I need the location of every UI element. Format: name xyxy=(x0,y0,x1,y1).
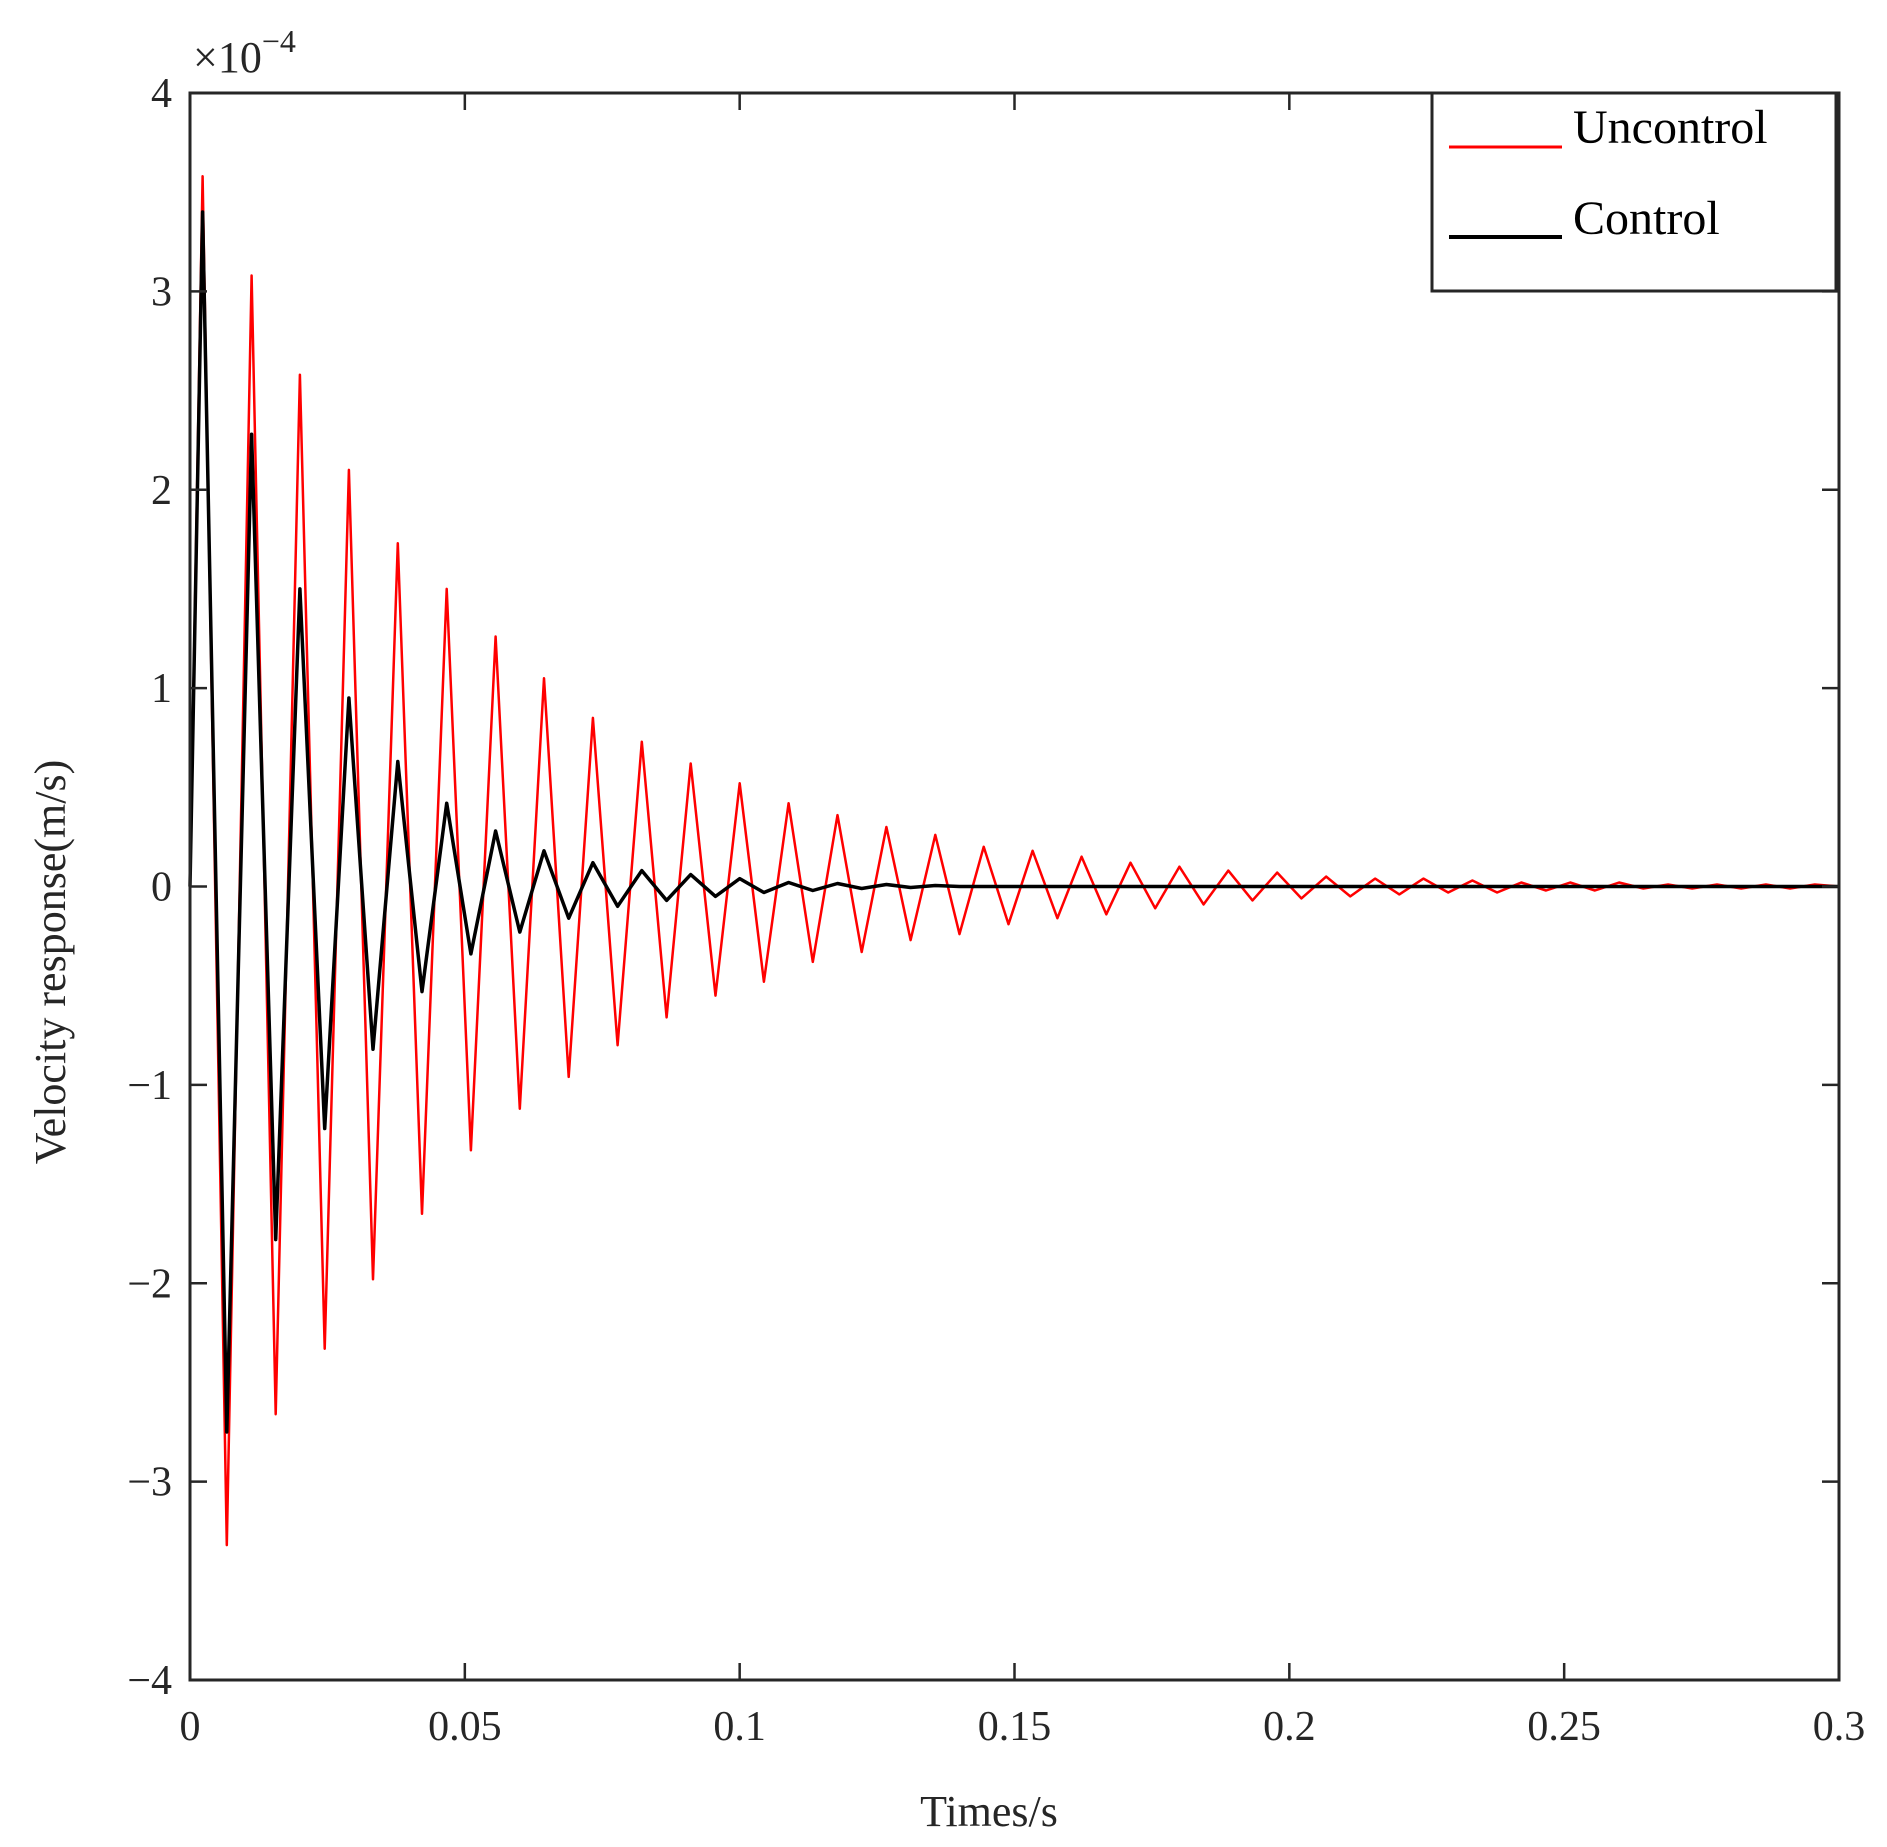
y-tick-label: −3 xyxy=(127,1460,172,1506)
ticks-layer: 0 0.05 0.1 0.15 0.2 0.25 0.3 −4 −3 −2 −1 0 1 2 3 4 xyxy=(127,71,1865,1750)
series-layer xyxy=(188,175,1840,1547)
y-scale-factor-exponent: −4 xyxy=(262,23,296,59)
y-tick-label: 1 xyxy=(151,666,172,712)
x-axis-label: Times/s xyxy=(920,1787,1058,1836)
x-tick-label: 0 xyxy=(180,1704,201,1750)
legend-label-uncontrol: Uncontrol xyxy=(1573,101,1768,154)
y-tick-label: −2 xyxy=(127,1261,172,1307)
x-tick-label: 0.2 xyxy=(1263,1704,1316,1750)
x-tick-label: 0.1 xyxy=(713,1704,766,1750)
y-scale-factor: ×10−4 xyxy=(193,23,296,82)
y-tick-label: 4 xyxy=(151,71,172,117)
series-line-control xyxy=(188,210,1839,1434)
y-axis-label: Velocity response(m/s) xyxy=(26,760,75,1164)
x-tick-label: 0.3 xyxy=(1813,1704,1866,1750)
y-tick-label: 2 xyxy=(151,468,172,514)
y-tick-label: −4 xyxy=(127,1658,172,1704)
y-scale-factor-base: ×10 xyxy=(193,33,262,82)
x-tick-label: 0.15 xyxy=(978,1704,1052,1750)
x-tick-label: 0.05 xyxy=(428,1704,502,1750)
legend: Uncontrol Control xyxy=(1430,91,1838,293)
y-tick-label: 0 xyxy=(151,865,172,911)
legend-label-control: Control xyxy=(1573,192,1720,245)
legend-box xyxy=(1430,91,1838,293)
y-tick-label: −1 xyxy=(127,1063,172,1109)
x-tick-label: 0.25 xyxy=(1527,1704,1601,1750)
y-tick-label: 3 xyxy=(151,269,172,315)
